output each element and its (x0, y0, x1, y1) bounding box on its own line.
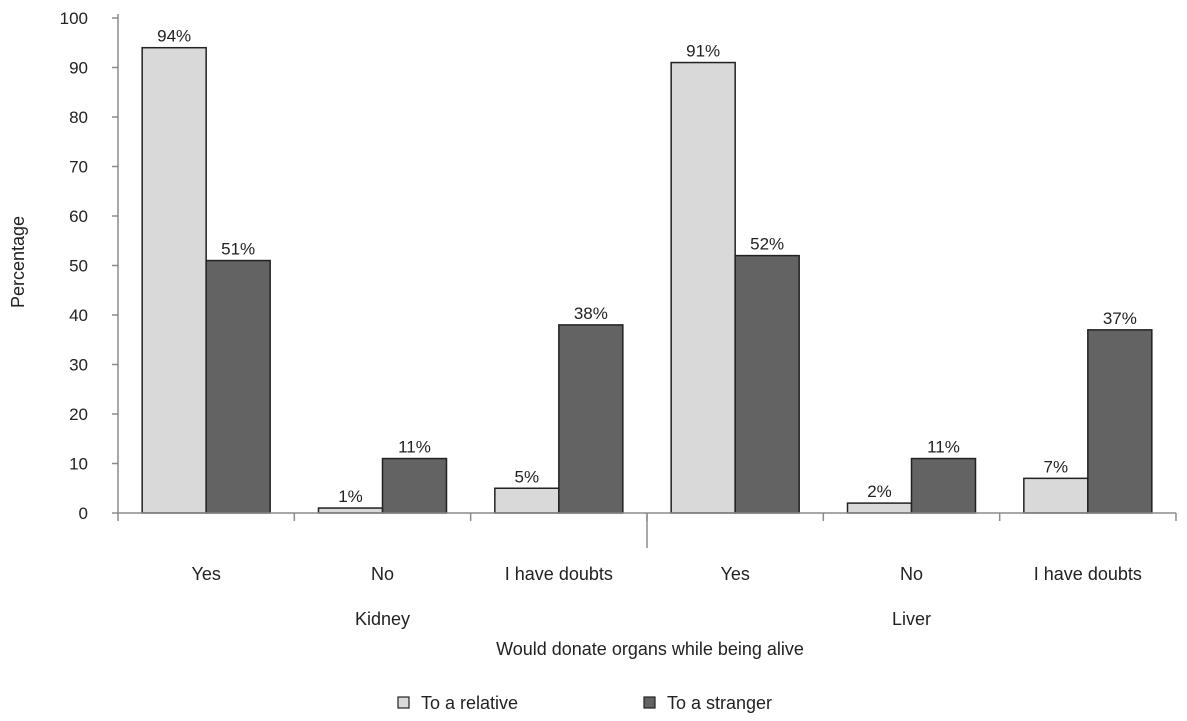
x-tick-label: Yes (720, 564, 749, 584)
bar (558, 324, 624, 514)
legend-swatch (397, 696, 410, 709)
data-label: 11% (927, 438, 960, 457)
x-tick-label: No (371, 564, 394, 584)
data-label: 52% (750, 235, 784, 254)
data-label: 38% (574, 304, 608, 323)
bar (205, 259, 271, 514)
data-label: 91% (686, 42, 720, 61)
x-tick-label: Yes (191, 564, 220, 584)
legend-label: To a relative (421, 693, 518, 713)
x-tick-label: I have doubts (1034, 564, 1142, 584)
bar (846, 502, 913, 514)
bar (1023, 477, 1089, 514)
y-tick-label: 40 (69, 306, 88, 325)
data-label: 94% (157, 27, 191, 46)
group-label: Liver (892, 609, 931, 629)
group-label: Kidney (355, 609, 410, 629)
data-label: 51% (221, 240, 255, 259)
y-axis-title: Percentage (8, 216, 28, 308)
x-axis: Yes No I have doubts Kidney Yes No I have doub… (117, 512, 1177, 629)
y-axis: 0 10 20 30 40 50 60 70 80 90 100 (60, 9, 119, 523)
y-tick-label: 60 (69, 207, 88, 226)
data-label: 37% (1103, 309, 1137, 328)
y-tick-label: 10 (69, 455, 88, 474)
legend: To a relative To a stranger (397, 693, 772, 713)
x-tick-label: I have doubts (505, 564, 613, 584)
y-tick-label: 20 (69, 405, 88, 424)
bars (141, 46, 1153, 514)
data-label: 11% (398, 438, 431, 457)
y-tick-label: 0 (79, 504, 88, 523)
bar (494, 487, 560, 514)
legend-swatch (643, 696, 656, 709)
data-labels: 94% 51% 1% 11% 5% 38% 91% 52% 2% 11% 7% 37% (157, 27, 1137, 506)
y-tick-label: 90 (69, 59, 88, 78)
data-label: 7% (1044, 457, 1069, 476)
y-tick-label: 70 (69, 158, 88, 177)
y-tick-label: 50 (69, 257, 88, 276)
data-label: 2% (867, 482, 892, 501)
data-label: 1% (338, 487, 363, 506)
bar (1087, 329, 1153, 514)
legend-label: To a stranger (667, 693, 772, 713)
data-label: 5% (515, 467, 540, 486)
x-tick-label: No (900, 564, 923, 584)
bar (910, 457, 977, 514)
y-tick-label: 80 (69, 108, 88, 127)
x-axis-title: Would donate organs while being alive (496, 639, 804, 659)
bar (141, 46, 207, 514)
bar (734, 254, 800, 514)
bar (670, 61, 736, 514)
bar (381, 457, 448, 514)
y-tick-label: 100 (60, 9, 88, 28)
y-tick-label: 30 (69, 356, 88, 375)
